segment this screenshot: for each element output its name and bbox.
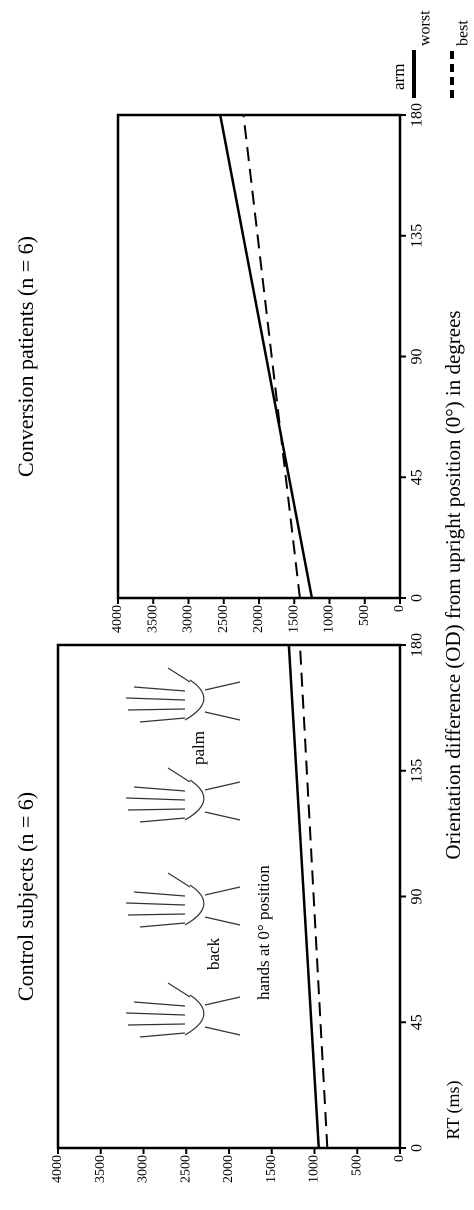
y-tick-label: 1000 [322, 605, 337, 633]
y-tick-label: 1000 [307, 1155, 322, 1183]
y-tick-label: 1500 [286, 605, 301, 633]
x-tick-label: 135 [409, 224, 426, 248]
legend-label: best [455, 20, 472, 46]
legend-label: worst [417, 10, 434, 46]
series-line [287, 644, 321, 1149]
chart-title: Control subjects (n = 6) [13, 792, 38, 1001]
x-tick-label: 45 [409, 469, 426, 485]
y-tick-label: 2500 [178, 1155, 193, 1183]
series-line [298, 644, 329, 1149]
y-tick-label: 0 [392, 605, 407, 612]
series-line [218, 114, 314, 599]
rotated-figure: Control subjects (n = 6) 0 500 1000 1500 2000… [13, 10, 472, 1183]
plot-frame [56, 643, 402, 1150]
y-tick-label: 2000 [251, 605, 266, 633]
y-tick-label: 3500 [93, 1155, 108, 1183]
y-tick-label: 4000 [110, 605, 125, 633]
hand-icon [125, 767, 241, 823]
y-tick-label: 500 [357, 605, 372, 626]
legend-title: arm [389, 64, 408, 90]
y-tick-label: 0 [392, 1155, 407, 1162]
x-tick-label: 0 [409, 1144, 426, 1152]
x-tick-label: 0 [409, 594, 426, 602]
plot-frame [116, 113, 402, 600]
series-line [242, 114, 301, 599]
y-axis-label: RT (ms) [443, 1080, 464, 1139]
x-axis-label: Orientation difference (OD) from upright… [441, 310, 465, 859]
y-tick-label: 3000 [181, 605, 196, 633]
hand-icon [125, 982, 241, 1038]
x-tick-label: 180 [409, 103, 426, 127]
annotation: hands at 0° position [254, 865, 273, 1000]
y-tick-label: 2500 [216, 605, 231, 633]
x-tick-label: 90 [409, 889, 426, 905]
chart-title: Conversion patients (n = 6) [13, 236, 38, 477]
y-tick-label: 500 [349, 1155, 364, 1176]
y-tick-label: 2000 [221, 1155, 236, 1183]
x-tick-label: 45 [409, 1014, 426, 1030]
x-tick-label: 135 [409, 759, 426, 783]
annotation: back [204, 937, 223, 970]
x-tick-label: 90 [409, 349, 426, 365]
x-tick-label: 180 [409, 633, 426, 657]
hand-icon [125, 667, 241, 723]
y-tick-label: 4000 [50, 1155, 65, 1183]
y-tick-label: 1500 [264, 1155, 279, 1183]
annotation: palm [189, 731, 208, 765]
y-tick-label: 3000 [136, 1155, 151, 1183]
hand-icon [125, 872, 241, 928]
y-tick-label: 3500 [145, 605, 160, 633]
